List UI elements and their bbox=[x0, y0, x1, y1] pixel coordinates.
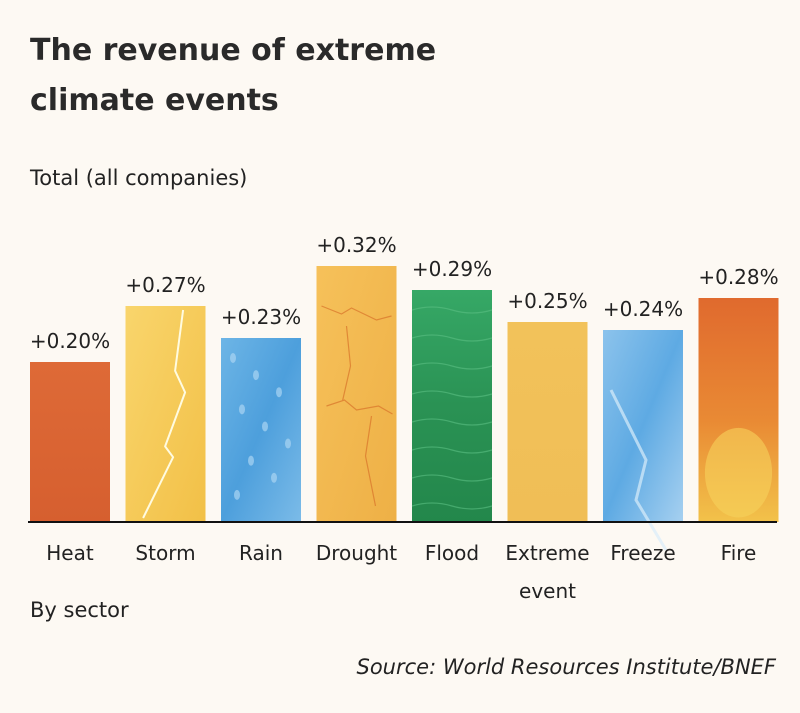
texture-fire bbox=[704, 427, 773, 518]
texture-flood bbox=[411, 306, 493, 510]
value-labels: +0.20% +0.27% +0.23% +0.32% +0.29% +0.25% +0.2… bbox=[30, 233, 779, 353]
lightning-bolt bbox=[142, 309, 187, 519]
raindrop bbox=[230, 353, 236, 363]
flame-glow bbox=[704, 427, 773, 518]
category-label-heat: Heat bbox=[46, 541, 94, 565]
source-note: Source: World Resources Institute/BNEF bbox=[356, 655, 777, 679]
ice-crack bbox=[609, 389, 668, 551]
raindrop bbox=[262, 421, 268, 432]
category-label-freeze: Freeze bbox=[610, 541, 675, 565]
wave-line bbox=[411, 306, 493, 314]
category-label-drought: Drought bbox=[316, 541, 397, 565]
bar-rain bbox=[221, 338, 301, 522]
texture-drought bbox=[321, 305, 393, 507]
chart-subtitle: Total (all companies) bbox=[30, 166, 248, 190]
bar-extreme-event bbox=[507, 322, 588, 522]
value-label-flood: +0.29% bbox=[412, 257, 492, 281]
wave-line bbox=[411, 362, 493, 370]
raindrop bbox=[248, 455, 254, 466]
raindrop bbox=[234, 489, 240, 500]
wave-line bbox=[411, 446, 493, 454]
bar-drought bbox=[316, 266, 397, 522]
wave-line bbox=[411, 390, 493, 398]
raindrop bbox=[253, 370, 259, 381]
value-label-freeze: +0.24% bbox=[603, 297, 683, 321]
value-label-storm: +0.27% bbox=[125, 273, 205, 297]
texture-freeze bbox=[609, 389, 668, 551]
category-label-extreme-event-line-1: Extreme bbox=[505, 541, 589, 565]
wave-line bbox=[411, 418, 493, 426]
texture-layer bbox=[142, 305, 773, 551]
category-label-flood: Flood bbox=[425, 541, 479, 565]
bar-freeze bbox=[603, 330, 683, 522]
category-label-fire: Fire bbox=[721, 541, 757, 565]
value-label-fire: +0.28% bbox=[698, 265, 778, 289]
raindrop bbox=[276, 387, 282, 398]
crack-lines bbox=[321, 305, 393, 507]
category-label-storm: Storm bbox=[135, 541, 195, 565]
category-label-extreme-event-line-2: event bbox=[519, 579, 576, 603]
category-label-rain: Rain bbox=[239, 541, 283, 565]
wave-line bbox=[411, 502, 493, 510]
texture-rain bbox=[230, 353, 291, 500]
category-labels: Heat Storm Rain Drought Flood Extreme event Fre… bbox=[46, 541, 756, 603]
raindrop bbox=[285, 438, 291, 449]
value-label-drought: +0.32% bbox=[316, 233, 396, 257]
wave-line bbox=[411, 334, 493, 342]
raindrop bbox=[239, 404, 245, 415]
value-label-extreme-event: +0.25% bbox=[507, 289, 587, 313]
bar-heat bbox=[30, 362, 110, 522]
bars-layer bbox=[30, 266, 779, 522]
value-label-heat: +0.20% bbox=[30, 329, 110, 353]
sector-axis-label: By sector bbox=[30, 598, 129, 622]
texture-storm bbox=[142, 309, 187, 519]
raindrop bbox=[271, 472, 277, 483]
bar-storm bbox=[125, 306, 206, 522]
wave-line bbox=[411, 474, 493, 482]
value-label-rain: +0.23% bbox=[221, 305, 301, 329]
chart-title: The revenue of extreme climate events bbox=[30, 33, 437, 118]
bar-flood bbox=[412, 290, 492, 522]
